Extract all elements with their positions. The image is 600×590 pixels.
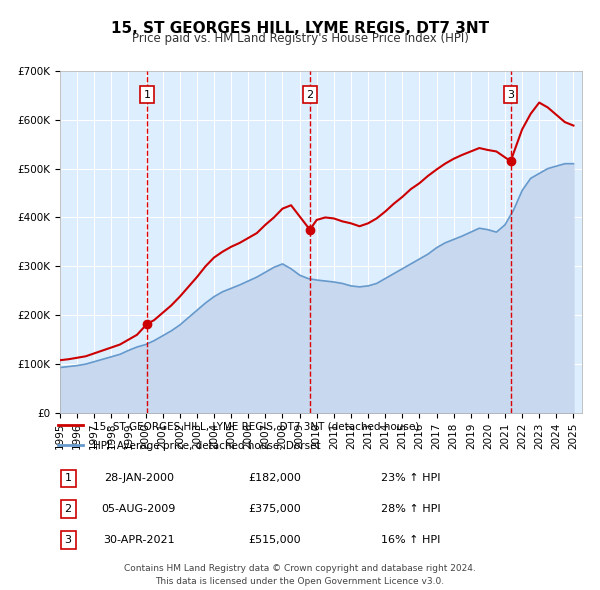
Text: 2: 2: [65, 504, 72, 514]
Text: This data is licensed under the Open Government Licence v3.0.: This data is licensed under the Open Gov…: [155, 577, 445, 586]
Text: 23% ↑ HPI: 23% ↑ HPI: [381, 474, 440, 483]
Text: £182,000: £182,000: [248, 474, 301, 483]
Text: Price paid vs. HM Land Registry's House Price Index (HPI): Price paid vs. HM Land Registry's House …: [131, 32, 469, 45]
Text: 15, ST GEORGES HILL, LYME REGIS, DT7 3NT: 15, ST GEORGES HILL, LYME REGIS, DT7 3NT: [111, 21, 489, 35]
Text: 05-AUG-2009: 05-AUG-2009: [101, 504, 176, 514]
Text: 15, ST GEORGES HILL, LYME REGIS, DT7 3NT (detached house): 15, ST GEORGES HILL, LYME REGIS, DT7 3NT…: [94, 421, 419, 431]
Text: 28-JAN-2000: 28-JAN-2000: [104, 474, 174, 483]
Text: £515,000: £515,000: [248, 535, 301, 545]
Text: 16% ↑ HPI: 16% ↑ HPI: [381, 535, 440, 545]
Text: HPI: Average price, detached house, Dorset: HPI: Average price, detached house, Dors…: [94, 441, 321, 451]
Text: Contains HM Land Registry data © Crown copyright and database right 2024.: Contains HM Land Registry data © Crown c…: [124, 564, 476, 573]
Text: £375,000: £375,000: [248, 504, 301, 514]
Text: 3: 3: [65, 535, 71, 545]
Text: 3: 3: [507, 90, 514, 100]
Text: 1: 1: [143, 90, 151, 100]
Text: 2: 2: [307, 90, 313, 100]
Text: 1: 1: [65, 474, 71, 483]
Text: 28% ↑ HPI: 28% ↑ HPI: [381, 504, 440, 514]
Text: 30-APR-2021: 30-APR-2021: [103, 535, 175, 545]
